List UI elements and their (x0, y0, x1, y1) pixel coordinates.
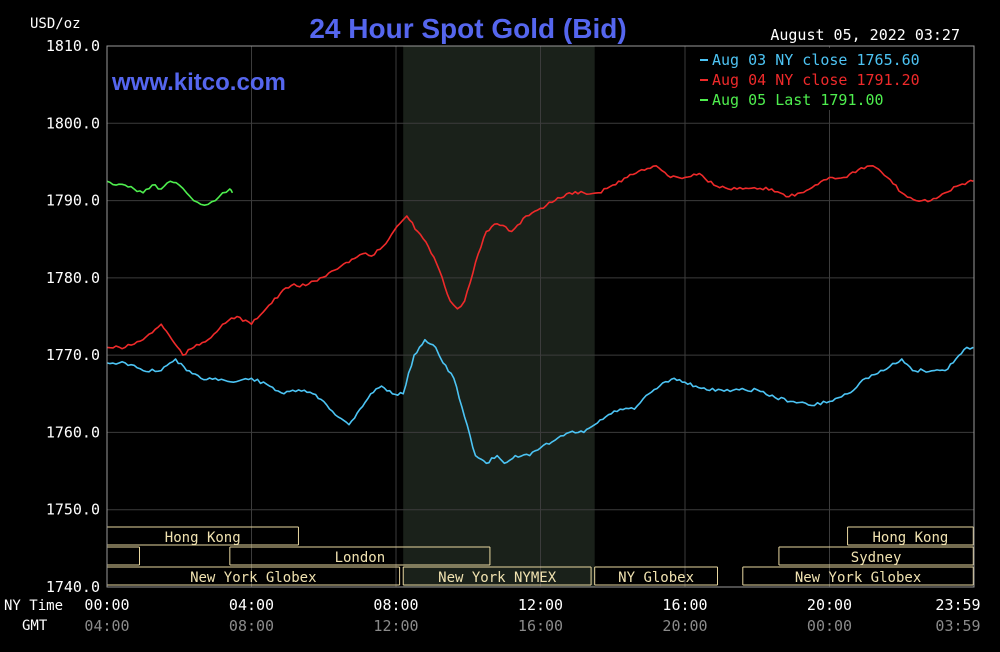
shaded-region (403, 46, 595, 587)
y-tick-label: 1740.0 (46, 578, 100, 596)
x-tick-label-gmt: 16:00 (518, 617, 563, 635)
session-bar: New York Globex (742, 566, 974, 586)
y-tick-label: 1790.0 (46, 192, 100, 210)
x-tick-label-gmt: 03:59 (935, 617, 980, 635)
x-tick-label-ny: 04:00 (229, 596, 274, 614)
x-tick-label-ny: 16:00 (662, 596, 707, 614)
y-tick-label: 1750.0 (46, 501, 100, 519)
x-axis-ticks: 00:00 04:00 04:00 08:00 08:00 12:00 12:00 16:00… (84, 596, 980, 635)
session-label: NY Globex (618, 570, 694, 586)
plot-border (106, 45, 975, 588)
series-line (106, 338, 974, 465)
series-line (106, 180, 234, 206)
x-tick-label-gmt: 20:00 (662, 617, 707, 635)
x-tick-label-ny: 23:59 (935, 596, 980, 614)
session-bar: NY Globex (594, 566, 719, 586)
session-label: Hong Kong (872, 530, 948, 546)
session-label: Sydney (851, 550, 902, 566)
legend-entry: Aug 04 NY close 1791.20 (712, 71, 920, 89)
session-bar: New York NYMEX (402, 566, 592, 586)
chart-title: 24 Hour Spot Gold (Bid) (309, 13, 626, 44)
trading-sessions: Hong Kong London New York Globex New York N… (106, 526, 974, 586)
y-axis-label: USD/oz (30, 16, 81, 32)
x-tick-label-ny: 00:00 (84, 596, 129, 614)
gmt-row-label: GMT (22, 618, 48, 634)
nymex-shade (403, 46, 595, 587)
series-lines (106, 165, 974, 465)
session-bar: Hong Kong (847, 526, 974, 546)
session-label: New York Globex (190, 570, 316, 586)
ny-time-row-label: NY Time (4, 598, 63, 614)
timestamp: August 05, 2022 03:27 (770, 26, 960, 44)
y-tick-label: 1770.0 (46, 346, 100, 364)
x-tick-label-gmt: 12:00 (373, 617, 418, 635)
x-tick-label-ny: 12:00 (518, 596, 563, 614)
session-label: London (335, 550, 386, 566)
legend-box (690, 48, 973, 110)
x-tick-label-gmt: 08:00 (229, 617, 274, 635)
legend-entry: Aug 05 Last 1791.00 (712, 91, 884, 109)
session-bar: London (229, 546, 491, 566)
y-axis-ticks: 1810.0 1800.0 1790.0 1780.0 1770.0 1760.0 1750… (46, 37, 100, 596)
y-tick-label: 1760.0 (46, 423, 100, 441)
x-tick-label-ny: 08:00 (373, 596, 418, 614)
legend-entry: Aug 03 NY close 1765.60 (712, 51, 920, 69)
series-line (106, 165, 974, 356)
session-bar: Hong Kong (106, 526, 299, 546)
y-tick-label: 1800.0 (46, 114, 100, 132)
x-tick-label-gmt: 00:00 (807, 617, 852, 635)
session-bar: Sydney (778, 546, 974, 566)
x-tick-label-ny: 20:00 (807, 596, 852, 614)
session-label: Hong Kong (165, 530, 241, 546)
x-tick-label-gmt: 04:00 (84, 617, 129, 635)
y-tick-label: 1780.0 (46, 269, 100, 287)
session-label: New York NYMEX (438, 570, 557, 586)
y-tick-label: 1810.0 (46, 37, 100, 55)
session-label: New York Globex (795, 570, 921, 586)
chart-subtitle: www.kitco.com (111, 69, 286, 96)
legend: Aug 03 NY close 1765.60 Aug 04 NY close 1… (690, 48, 973, 110)
